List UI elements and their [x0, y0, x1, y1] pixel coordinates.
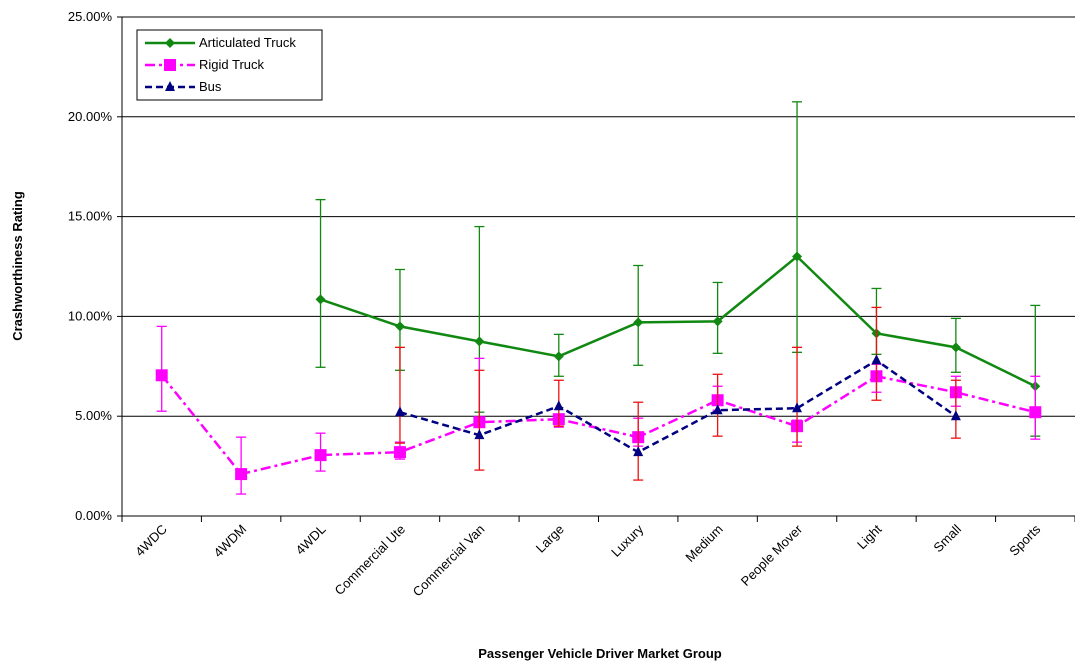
y-tick-label: 20.00%	[68, 109, 113, 124]
legend-label: Bus	[199, 79, 222, 94]
series-line	[320, 254, 1036, 388]
y-tick-label: 0.00%	[75, 508, 112, 523]
marker	[314, 449, 327, 462]
marker	[950, 410, 961, 421]
marker	[394, 321, 405, 332]
series	[315, 101, 1041, 437]
marker	[165, 81, 175, 91]
marker	[393, 446, 406, 459]
x-tick-label: Light	[854, 521, 885, 552]
marker	[164, 59, 176, 71]
y-axis-title: Crashworthiness Rating	[10, 191, 25, 341]
marker	[792, 251, 803, 262]
marker	[633, 317, 644, 328]
legend-label: Rigid Truck	[199, 57, 265, 72]
series-line	[399, 358, 957, 454]
marker	[394, 406, 405, 417]
y-tick-label: 10.00%	[68, 308, 113, 323]
marker	[792, 402, 803, 413]
x-tick-label: 4WDL	[293, 522, 329, 558]
series	[155, 325, 1042, 495]
x-tick-label: People Mover	[738, 521, 806, 589]
series-line	[160, 374, 1036, 476]
marker	[235, 468, 248, 481]
marker	[712, 316, 723, 327]
x-tick-label: Luxury	[608, 521, 647, 560]
error-bar	[474, 369, 485, 471]
error-bar	[871, 306, 882, 401]
x-tick-label: Sports	[1006, 521, 1044, 559]
marker	[165, 38, 175, 48]
y-tick-label: 5.00%	[75, 408, 112, 423]
marker	[1029, 406, 1042, 419]
error-bar	[315, 198, 326, 368]
series	[394, 306, 961, 481]
marker	[871, 354, 882, 365]
marker	[315, 294, 326, 305]
error-bar	[633, 401, 644, 481]
error-bar	[792, 101, 803, 353]
x-tick-label: Commercial Van	[410, 522, 488, 600]
legend-label: Articulated Truck	[199, 35, 296, 50]
x-axis-title: Passenger Vehicle Driver Market Group	[478, 646, 722, 661]
x-tick-label: 4WDC	[132, 522, 170, 560]
y-tick-label: 25.00%	[68, 9, 113, 24]
error-bar	[633, 264, 644, 366]
marker	[155, 369, 168, 382]
marker	[553, 351, 564, 362]
marker	[474, 336, 485, 347]
marker	[553, 400, 564, 411]
y-tick-label: 15.00%	[68, 209, 113, 224]
marker	[474, 429, 485, 440]
error-bar	[792, 346, 803, 447]
error-bar	[394, 346, 405, 444]
x-tick-label: Large	[533, 522, 567, 556]
x-tick-label: Medium	[682, 522, 725, 565]
x-tick-label: Commercial Ute	[332, 522, 409, 599]
x-tick-label: Small	[930, 521, 964, 555]
error-bar	[156, 325, 167, 412]
marker	[950, 342, 961, 353]
marker	[712, 404, 723, 415]
error-bar	[950, 379, 961, 439]
error-bar	[236, 436, 247, 495]
marker	[633, 446, 644, 457]
x-tick-label: 4WDM	[211, 522, 250, 561]
